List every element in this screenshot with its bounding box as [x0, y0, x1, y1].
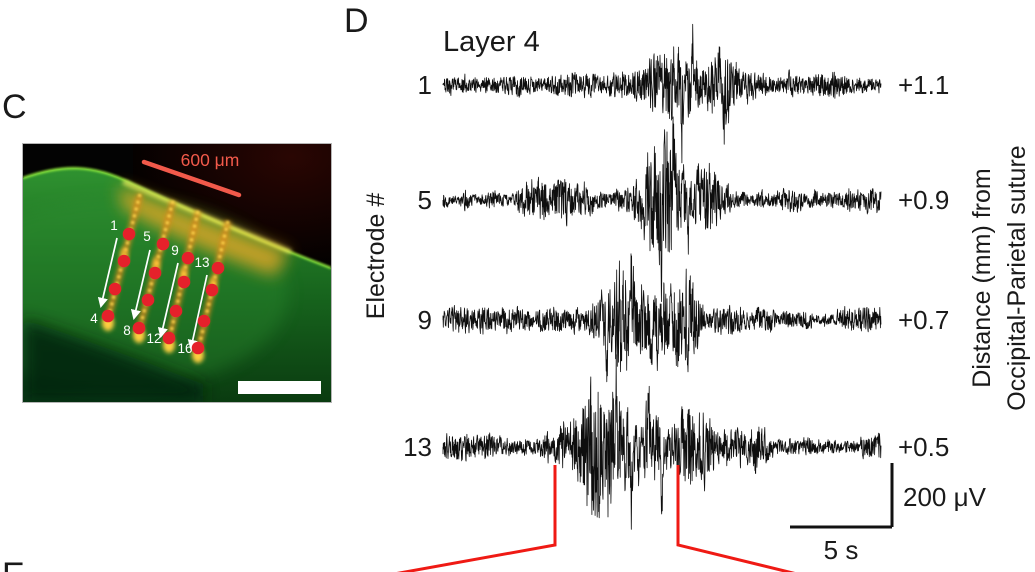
scale-bar-600um-line: [141, 159, 242, 198]
distance-value-label: +1.1: [898, 70, 950, 100]
electrode-track-core: [196, 220, 230, 352]
distance-value-label: +0.9: [898, 185, 950, 215]
electrode-site-dot: [177, 275, 191, 289]
lfp-trace-electrode-1: [442, 23, 882, 164]
electrode-number-label: 1: [417, 70, 432, 100]
electrode-order-arrow: [157, 262, 179, 338]
lfp-waveform: [442, 253, 882, 383]
electrode-bottom-number: 12: [146, 331, 161, 346]
electrode-site-dot: [132, 321, 146, 335]
panel-c-histology-image: 1 4 5 8 9 12 13 16 600 μm: [22, 143, 332, 403]
panel-c-label: C: [2, 88, 27, 126]
electrode-site-dot: [108, 282, 122, 296]
white-scale-bar: [238, 381, 321, 394]
electrode-order-arrow: [187, 274, 208, 350]
lfp-waveform: [442, 116, 882, 302]
electrode-top-number: 1: [110, 218, 118, 233]
lfp-trace-electrode-9: [442, 253, 882, 383]
electrode-site-dot: [197, 314, 211, 328]
electrode-site-dot: [122, 227, 136, 241]
electrode-top-number: 5: [143, 229, 151, 244]
diI-surface-glow: [118, 186, 289, 276]
time-scale-label: 5 s: [823, 535, 859, 565]
electrode-site-dot: [211, 261, 225, 275]
electrode-site-dot: [156, 237, 170, 251]
electrode-site-dot: [101, 309, 115, 323]
electrode-number-label: 13: [403, 432, 432, 462]
electrode-order-arrow: [130, 249, 151, 320]
voltage-scale-label: 200 μV: [903, 482, 986, 512]
electrode-top-number: 9: [171, 243, 179, 258]
electrode-top-number: 13: [194, 255, 209, 270]
electrode-order-arrow: [97, 237, 118, 308]
pial-surface-glow: [122, 180, 292, 254]
electrode-site-dot: [169, 304, 183, 318]
electrode-site-dot: [191, 341, 205, 355]
scale-bar-600um-label: 600 μm: [181, 150, 240, 170]
distance-value-label: +0.7: [898, 305, 950, 335]
electrode-site-dot: [148, 266, 162, 280]
tissue-shadow: [23, 319, 203, 402]
electrode-number-label: 9: [417, 305, 432, 335]
panel-d-label: D: [344, 2, 369, 40]
lfp-waveform: [442, 23, 882, 164]
distance-axis-label: Distance (mm) from Occipital-Parietal su…: [965, 68, 1035, 488]
electrode-track-core: [137, 200, 175, 332]
electrode-number-label: 5: [417, 185, 432, 215]
electrode-site-dot: [117, 254, 131, 268]
electrode-bottom-number: 8: [123, 323, 131, 338]
lfp-trace-electrode-5: [442, 116, 882, 302]
panel-e-label: E: [2, 558, 25, 572]
panel-d-title: Layer 4: [443, 26, 540, 58]
electrode-site-dot: [141, 293, 155, 307]
electrode-track-core: [167, 210, 200, 342]
electrode-site-dot: [162, 331, 176, 345]
lfp-trace-electrode-13: [442, 354, 882, 530]
electrode-site-dot: [181, 251, 195, 265]
electrode-axis-label: Electrode #: [362, 192, 390, 320]
electrode-bottom-number: 16: [177, 341, 192, 356]
electrode-bottom-number: 4: [90, 311, 98, 326]
distance-value-label: +0.5: [898, 432, 950, 462]
electrode-site-dot: [205, 283, 219, 297]
distance-axis-line2: Occipital-Parietal suture: [1003, 145, 1031, 411]
distance-axis-line1: Distance (mm) from: [968, 168, 996, 388]
lfp-waveform: [442, 354, 882, 530]
